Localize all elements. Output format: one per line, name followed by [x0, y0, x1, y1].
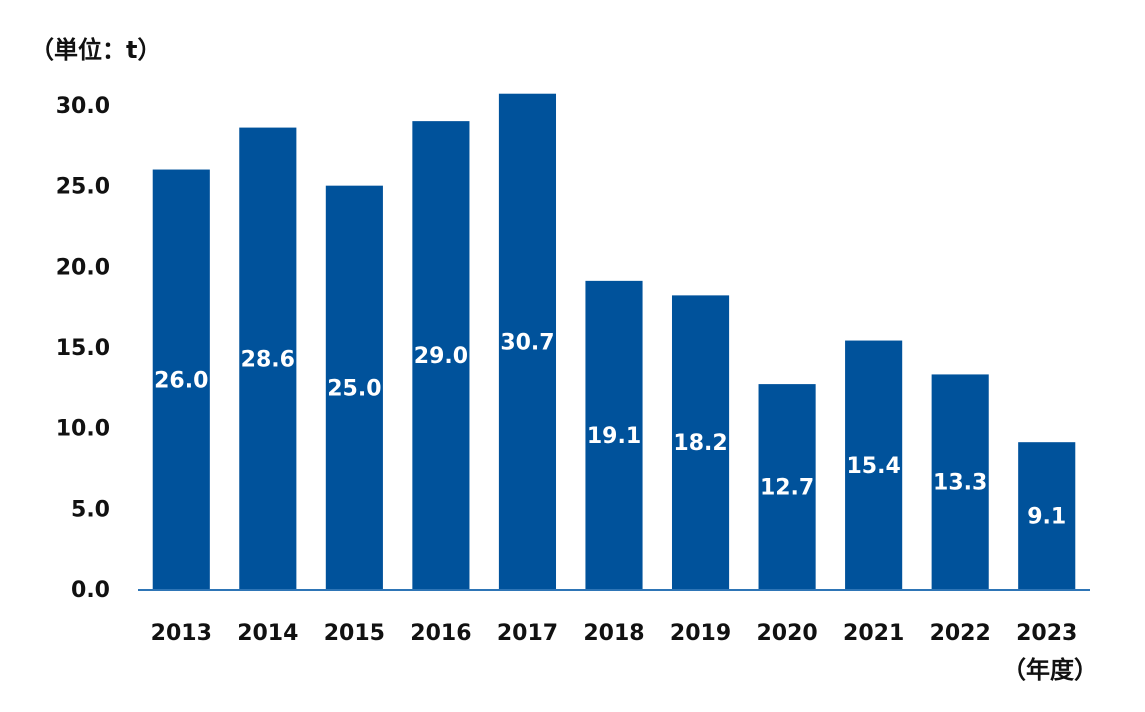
bar	[585, 280, 643, 589]
y-tick-label: 20.0	[56, 255, 110, 280]
x-tick-label: 2019	[670, 621, 731, 646]
bar	[152, 169, 210, 590]
bar	[671, 295, 730, 589]
bar	[845, 340, 903, 589]
data-label: 30.7	[500, 330, 554, 355]
x-tick-label: 2020	[756, 621, 817, 646]
data-label: 26.0	[154, 368, 208, 393]
y-tick-label: 15.0	[56, 336, 110, 361]
x-axis-unit-label: （年度）	[1002, 656, 1098, 684]
bar	[1018, 442, 1076, 589]
x-tick-label: 2015	[324, 621, 385, 646]
y-axis-ticks: 0.0 5.0 10.0 15.0 20.0 25.0 30.0	[56, 94, 110, 603]
x-tick-label: 2021	[843, 621, 904, 646]
x-axis-ticks: 2013 2014 2015 2016 2017 2018 2019 2020 2021 2022…	[151, 621, 1078, 646]
x-tick-label: 2018	[583, 621, 644, 646]
bar	[758, 384, 816, 589]
bars	[152, 93, 1076, 590]
bar	[931, 374, 989, 589]
x-tick-label: 2023	[1016, 621, 1077, 646]
x-tick-label: 2014	[237, 621, 298, 646]
x-tick-label: 2017	[497, 621, 558, 646]
x-tick-label: 2022	[930, 621, 991, 646]
data-label: 9.1	[1027, 505, 1066, 530]
y-tick-label: 25.0	[56, 175, 110, 200]
data-label: 19.1	[587, 424, 641, 449]
y-axis-unit-label: （単位：t）	[30, 36, 162, 64]
data-label: 29.0	[414, 344, 468, 369]
y-tick-label: 10.0	[56, 417, 110, 442]
x-tick-label: 2016	[410, 621, 471, 646]
data-label: 28.6	[241, 347, 295, 372]
data-label: 25.0	[327, 376, 381, 401]
bar	[325, 185, 383, 589]
data-label: 15.4	[846, 454, 900, 479]
data-labels: 26.0 28.6 25.0 29.0 30.7 19.1 18.2 12.7 15.4 13.3…	[154, 330, 1066, 529]
bar	[412, 121, 470, 589]
y-tick-label: 0.0	[71, 578, 110, 603]
data-label: 18.2	[673, 431, 727, 456]
y-tick-label: 5.0	[71, 497, 110, 522]
bar	[239, 127, 297, 589]
bar	[498, 93, 557, 589]
y-tick-label: 30.0	[56, 94, 110, 119]
x-tick-label: 2013	[151, 621, 212, 646]
data-label: 12.7	[760, 476, 814, 501]
data-label: 13.3	[933, 471, 987, 496]
